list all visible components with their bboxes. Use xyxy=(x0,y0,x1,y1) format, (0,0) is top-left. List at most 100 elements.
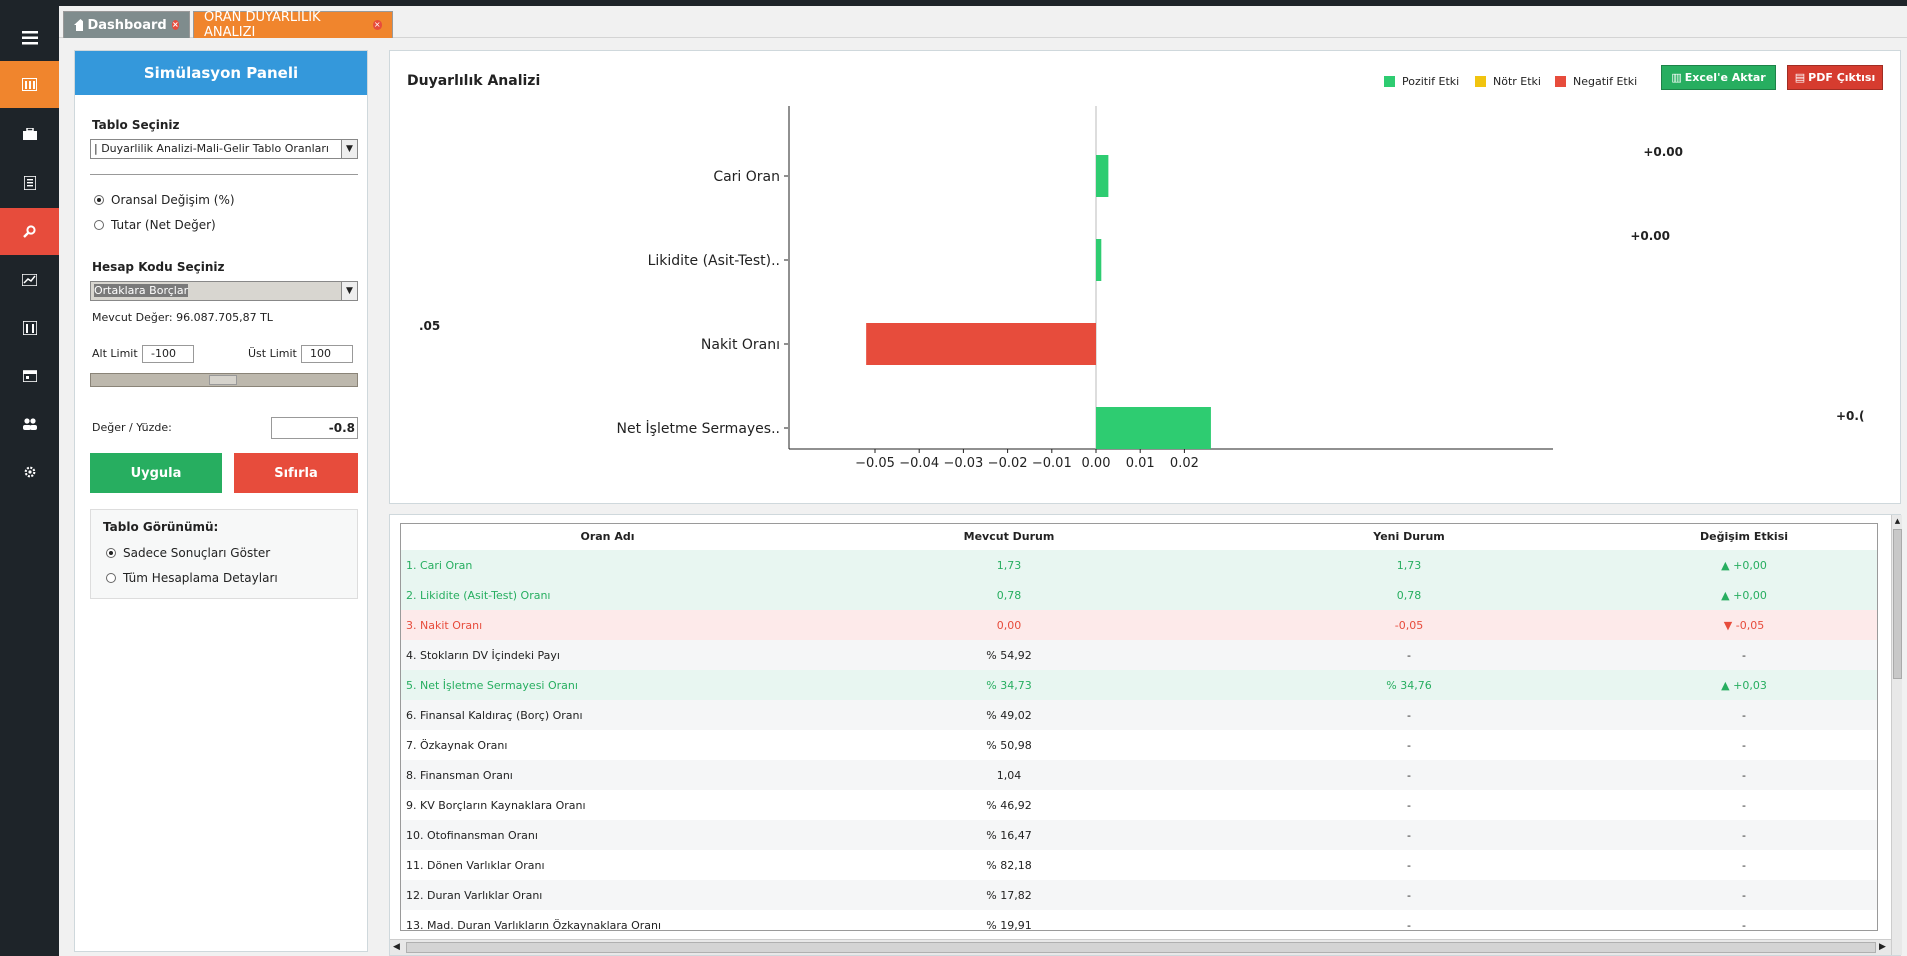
search-icon[interactable] xyxy=(0,208,59,255)
home-icon xyxy=(74,19,84,31)
radio-results-only[interactable]: Sadece Sonuçları Göster xyxy=(106,546,270,560)
slider-handle[interactable] xyxy=(209,375,237,385)
category-label: Nakit Oranı xyxy=(701,337,780,353)
pdf-export-button[interactable]: ▤ PDF Çıktısı xyxy=(1787,65,1883,90)
account-select-value: Ortaklara Borçlar xyxy=(94,284,189,297)
x-tick-label: 0.02 xyxy=(1170,456,1199,471)
close-icon[interactable]: × xyxy=(171,20,179,30)
table-cell-change: - xyxy=(1742,888,1746,902)
legend-swatch-positive xyxy=(1384,76,1395,87)
radio-ratio-change[interactable]: Oransal Değişim (%) xyxy=(94,193,235,207)
table-cell-change: - xyxy=(1742,738,1746,752)
excel-export-button[interactable]: ▥ Excel'e Aktar xyxy=(1661,65,1776,90)
legend-negative-label: Negatif Etki xyxy=(1573,75,1638,88)
radio-unselected-icon[interactable] xyxy=(94,220,104,230)
top-strip xyxy=(0,0,1907,6)
current-value-text: Mevcut Değer: 96.087.705,87 TL xyxy=(92,311,273,324)
table-header: Oran Adı Mevcut Durum Yeni Durum Değişim… xyxy=(401,524,1877,549)
upper-limit-input[interactable]: 100 xyxy=(301,345,353,363)
legend-swatch-neutral xyxy=(1475,76,1486,87)
legend-neutral-label: Nötr Etki xyxy=(1493,75,1541,88)
x-tick-label: 0.00 xyxy=(1082,456,1111,471)
table-row[interactable]: 5. Net İşletme Sermayesi Oranı % 34,73 % 3… xyxy=(401,670,1877,700)
radio-unselected-icon[interactable] xyxy=(106,573,116,583)
table-cell-current: 1,04 xyxy=(996,768,1022,782)
calendar-icon[interactable] xyxy=(0,352,59,399)
menu-icon[interactable] xyxy=(0,14,59,61)
chart-icon[interactable] xyxy=(0,256,59,303)
scroll-up-icon[interactable]: ▲ xyxy=(1894,517,1901,525)
x-tick-label: −0.03 xyxy=(943,456,983,471)
bar xyxy=(1096,407,1211,449)
table-row[interactable]: 8. Finansman Oranı 1,04 - - xyxy=(401,760,1877,790)
category-label: Likidite (Asit-Test).. xyxy=(648,253,780,269)
table-cell-new: 1,73 xyxy=(1396,558,1422,572)
reset-button[interactable]: Sıfırla xyxy=(234,453,358,493)
table-cell-name: 1. Cari Oran xyxy=(406,558,473,572)
tab-oran-duyarlilik[interactable]: ORAN DUYARLILIK ANALIZI × xyxy=(193,10,393,40)
dashboard-icon[interactable] xyxy=(0,61,59,108)
users-icon[interactable] xyxy=(0,400,59,447)
table-row[interactable]: 9. KV Borçların Kaynaklara Oranı % 46,92 -… xyxy=(401,790,1877,820)
table-row[interactable]: 1. Cari Oran 1,73 1,73 ▲ +0,00 xyxy=(401,550,1877,580)
table-row[interactable]: 3. Nakit Oranı 0,00 -0,05 ▼ -0,05 xyxy=(401,610,1877,640)
table-cell-change: ▲ +0,00 xyxy=(1721,558,1767,572)
radio-selected-icon[interactable] xyxy=(106,548,116,558)
vertical-scrollbar[interactable]: ▲ xyxy=(1891,515,1902,955)
header-cell: Mevcut Durum xyxy=(963,530,1055,543)
category-label: Cari Oran xyxy=(713,169,780,185)
table-view-box: Tablo Görünümü: Sadece Sonuçları Göster … xyxy=(90,509,358,599)
table-select-label: Tablo Seçiniz xyxy=(92,118,180,132)
bar xyxy=(1096,239,1102,281)
table-row[interactable]: 4. Stokların DV İçindeki Payı % 54,92 - - xyxy=(401,640,1877,670)
table-cell-name: 3. Nakit Oranı xyxy=(406,618,483,632)
table-row[interactable]: 11. Dönen Varlıklar Oranı % 82,18 - - xyxy=(401,850,1877,880)
table-row[interactable]: 12. Duran Varlıklar Oranı % 17,82 - - xyxy=(401,880,1877,910)
account-select-label: Hesap Kodu Seçiniz xyxy=(92,260,225,274)
table-cell-change: ▲ +0,00 xyxy=(1721,588,1767,602)
apply-button[interactable]: Uygula xyxy=(90,453,222,493)
table-cell-current: % 19,91 xyxy=(986,918,1032,931)
tab-dashboard[interactable]: Dashboard × xyxy=(63,11,190,38)
close-icon[interactable]: × xyxy=(372,20,382,30)
table-row[interactable]: 7. Özkaynak Oranı % 50,98 - - xyxy=(401,730,1877,760)
briefcase-icon[interactable] xyxy=(0,110,59,157)
radio-selected-icon[interactable] xyxy=(94,195,104,205)
table-cell-current: % 17,82 xyxy=(986,888,1032,902)
table-row[interactable]: 10. Otofinansman Oranı % 16,47 - - xyxy=(401,820,1877,850)
value-label: +0.00 xyxy=(1630,229,1670,243)
horizontal-scrollbar[interactable]: ◀ ▶ xyxy=(390,939,1891,955)
value-slider[interactable] xyxy=(90,373,358,387)
chevron-down-icon[interactable]: ▼ xyxy=(341,140,357,158)
table-cell-current: 0,78 xyxy=(996,588,1022,602)
scroll-right-icon[interactable]: ▶ xyxy=(1879,942,1886,952)
table-row[interactable]: 13. Mad. Duran Varlıkların Özkaynaklara … xyxy=(401,910,1877,931)
gear-icon[interactable] xyxy=(0,448,59,495)
table-cell-change: - xyxy=(1742,648,1746,662)
chevron-down-icon[interactable]: ▼ xyxy=(341,282,357,300)
table-cell-current: % 82,18 xyxy=(986,858,1032,872)
document-icon[interactable] xyxy=(0,159,59,206)
account-select[interactable]: Ortaklara Borçlar ▼ xyxy=(90,281,358,301)
header-cell: Yeni Durum xyxy=(1373,530,1445,543)
value-label: Değer / Yüzde: xyxy=(92,421,172,434)
table-select[interactable]: | Duyarlilik Analizi-Mali-Gelir Tablo Or… xyxy=(90,139,358,159)
table-cell-name: 9. KV Borçların Kaynaklara Oranı xyxy=(406,798,586,812)
vertical-scroll-thumb[interactable] xyxy=(1893,529,1902,679)
value-input[interactable]: -0.8 xyxy=(271,417,358,439)
x-tick-label: −0.02 xyxy=(988,456,1028,471)
horizontal-scroll-thumb[interactable] xyxy=(406,942,1876,953)
table-cell-change: - xyxy=(1742,768,1746,782)
scroll-left-icon[interactable]: ◀ xyxy=(393,942,400,952)
radio-all-details[interactable]: Tüm Hesaplama Detayları xyxy=(106,571,278,585)
building-icon[interactable] xyxy=(0,304,59,351)
sensitivity-chart: Cari Oran Likidite (Asit-Test).. Nakit Ora… xyxy=(419,106,1864,471)
table-row[interactable]: 2. Likidite (Asit-Test) Oranı 0,78 0,78 ▲ +… xyxy=(401,580,1877,610)
table-cell-new: - xyxy=(1407,828,1411,842)
lower-limit-input[interactable]: -100 xyxy=(142,345,194,363)
table-cell-current: % 54,92 xyxy=(986,648,1032,662)
radio-amount[interactable]: Tutar (Net Değer) xyxy=(94,218,216,232)
table-cell-change: - xyxy=(1742,828,1746,842)
table-cell-new: - xyxy=(1407,768,1411,782)
table-row[interactable]: 6. Finansal Kaldıraç (Borç) Oranı % 49,02… xyxy=(401,700,1877,730)
